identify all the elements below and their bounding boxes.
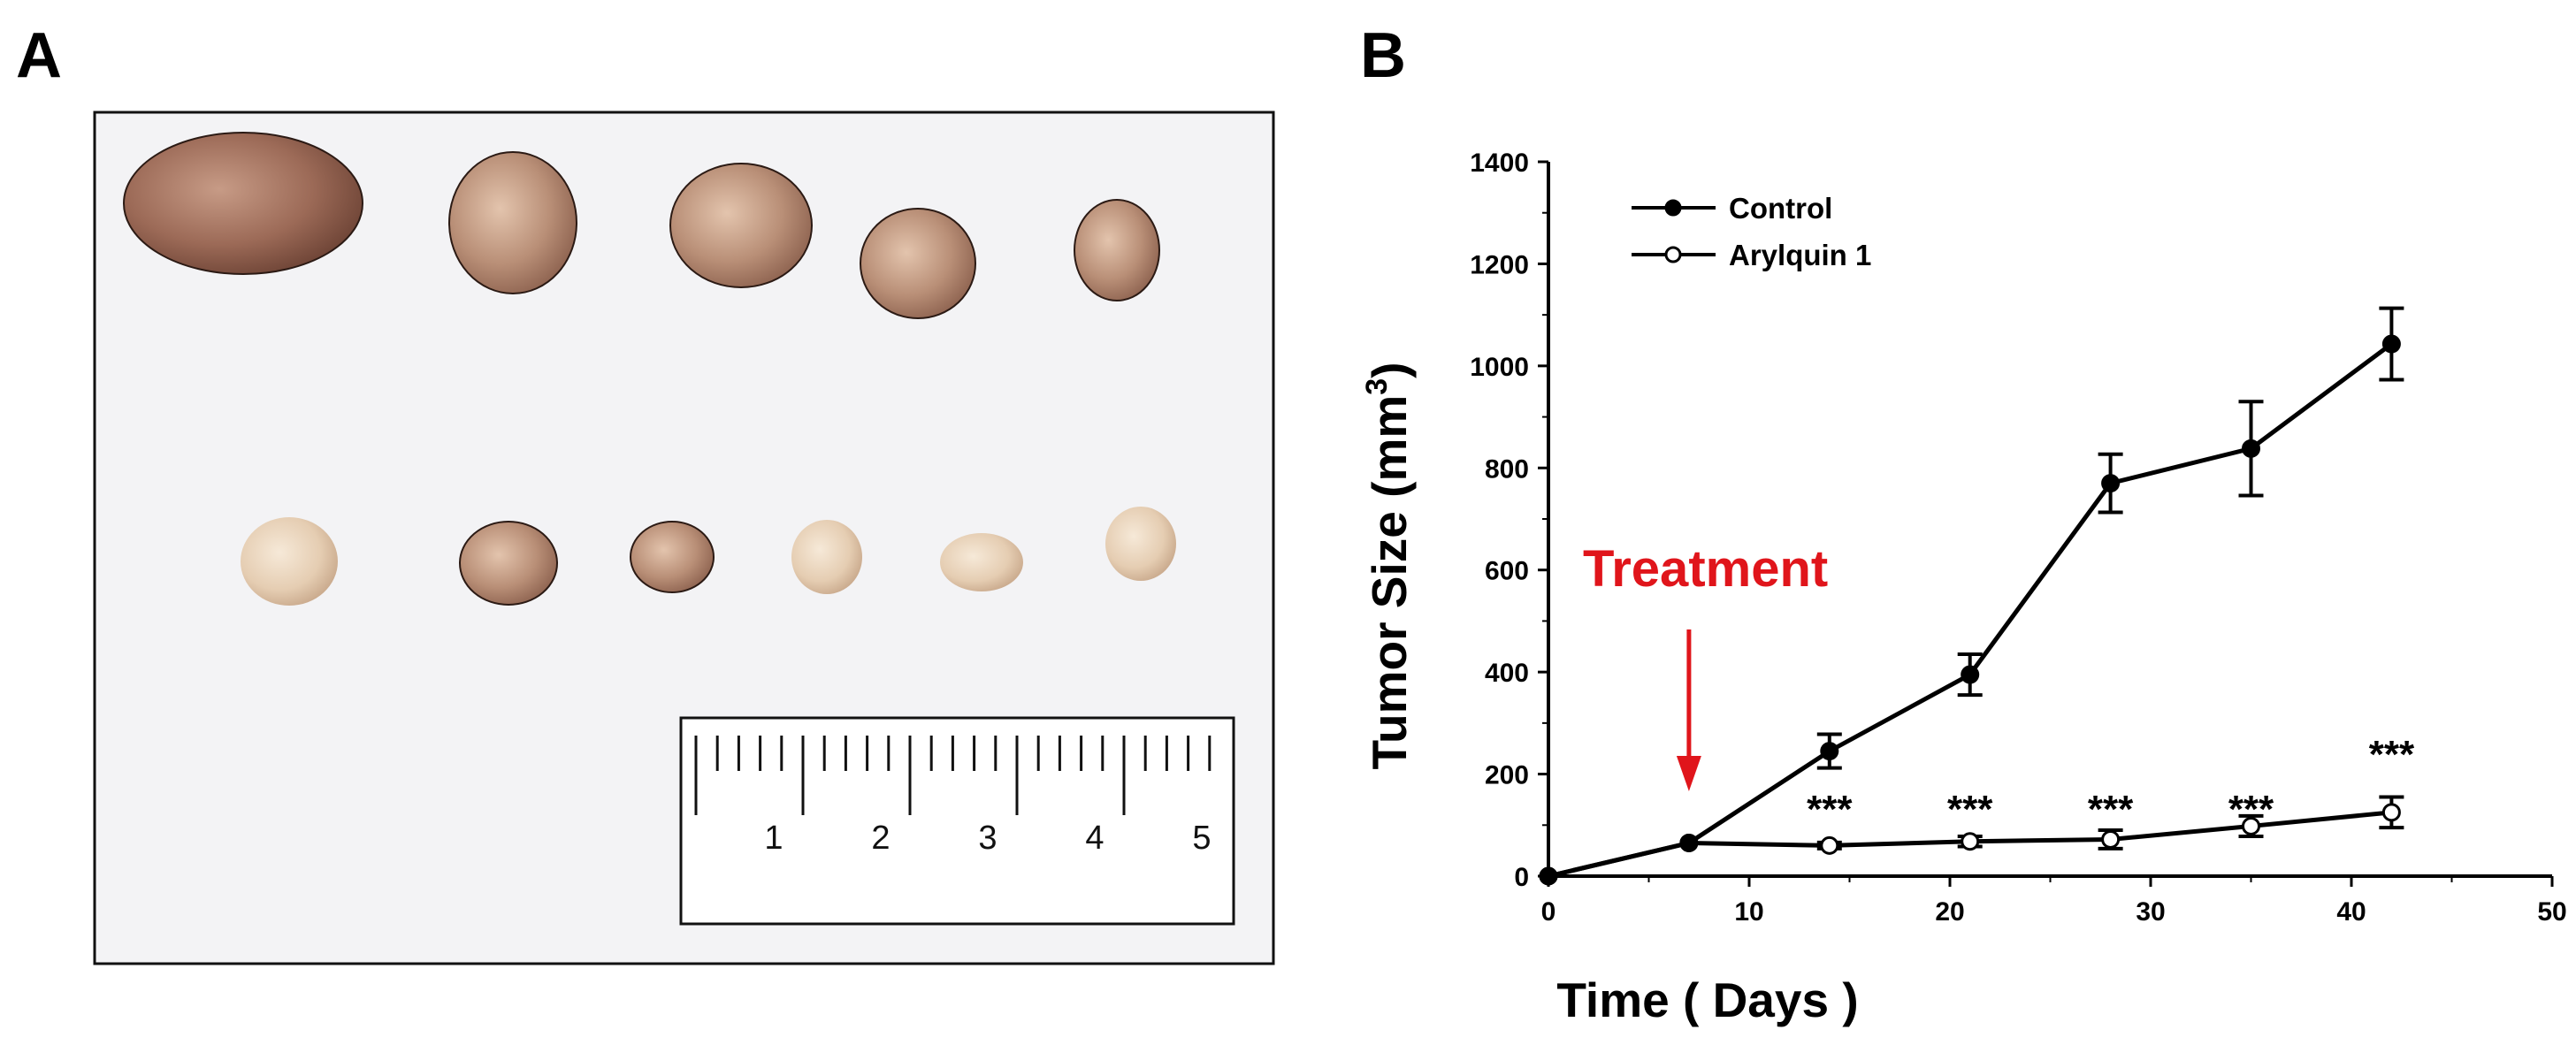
chart-series: [1539, 306, 2404, 886]
control-tumor: [448, 151, 577, 294]
significance-marker: ***: [1807, 788, 1853, 831]
data-point: [2381, 334, 2401, 354]
data-point: [2101, 474, 2121, 493]
panel-a-label: A: [16, 20, 62, 91]
y-tick-label: 1200: [1470, 250, 1529, 279]
y-tick-label: 200: [1485, 761, 1529, 790]
data-point: [1679, 833, 1699, 852]
data-point: [1820, 835, 1839, 855]
ruler-number: 1: [764, 820, 783, 857]
y-tick-label: 600: [1485, 557, 1529, 586]
x-tick-label: 50: [2537, 897, 2566, 927]
y-axis-label: Tumor Size (mm3): [1360, 362, 1417, 769]
chart-legend: Control Arylquin 1: [1632, 192, 1871, 271]
y-axis-label-end: ): [1362, 362, 1417, 378]
data-point: [1539, 866, 1558, 886]
legend-marker: [1664, 199, 1682, 217]
control-tumor: [669, 163, 813, 288]
treated-tumor: [630, 521, 715, 593]
data-point: [1961, 665, 1980, 684]
ruler-number: 3: [978, 820, 997, 857]
data-point: [2101, 829, 2121, 849]
data-point: [1961, 832, 1980, 851]
treated-tumor: [940, 533, 1023, 591]
treatment-label: Treatment: [1583, 540, 1828, 598]
y-axis-label-superscript: 3: [1360, 378, 1394, 395]
legend-label: Arylquin 1: [1729, 239, 1871, 271]
y-tick-label: 1400: [1470, 149, 1529, 178]
data-point: [2381, 803, 2401, 822]
y-tick-label: 800: [1485, 454, 1529, 484]
data-point: [2242, 816, 2260, 835]
treated-tumor: [459, 521, 558, 606]
ruler-number: 2: [871, 820, 890, 857]
legend-label: Control: [1729, 192, 1832, 225]
panel-b-label: B: [1360, 20, 1406, 91]
ruler: 1 2 3 4 5: [679, 716, 1235, 926]
legend-marker: [1664, 246, 1682, 263]
chart-annotations: Treatment *** *** *** *** ***: [1583, 540, 2415, 831]
significance-marker: ***: [2228, 788, 2274, 831]
treatment-arrow-head: [1676, 756, 1701, 791]
chart-axes: 0 10 20 30 40 50 0 200 400 600 800 1000 1200 1400: [1470, 149, 2566, 927]
x-tick-label: 10: [1734, 897, 1763, 927]
data-point: [2242, 439, 2260, 458]
y-tick-label: 400: [1485, 659, 1529, 688]
x-tick-label: 40: [2336, 897, 2366, 927]
significance-marker: ***: [1947, 788, 1993, 831]
treated-tumor: [1105, 507, 1176, 581]
treated-tumor: [241, 517, 338, 606]
x-axis-label: Time ( Days ): [1556, 973, 1858, 1027]
control-tumor: [860, 208, 976, 319]
ruler-body: [679, 716, 1235, 926]
y-axis-label-main: Tumor Size (mm: [1362, 395, 1417, 770]
ruler-number: 5: [1192, 820, 1211, 857]
treated-tumor: [791, 520, 862, 594]
y-tick-label: 1000: [1470, 353, 1529, 382]
x-tick-label: 30: [2136, 897, 2165, 927]
x-tick-label: 20: [1935, 897, 1964, 927]
control-tumor: [1074, 199, 1160, 301]
control-tumor: [123, 132, 363, 275]
x-tick-label: 0: [1541, 897, 1556, 927]
significance-marker: ***: [2369, 733, 2415, 776]
data-point: [1820, 742, 1839, 761]
y-tick-label: 0: [1514, 863, 1529, 892]
ruler-number: 4: [1085, 820, 1104, 857]
significance-marker: ***: [2088, 788, 2134, 831]
